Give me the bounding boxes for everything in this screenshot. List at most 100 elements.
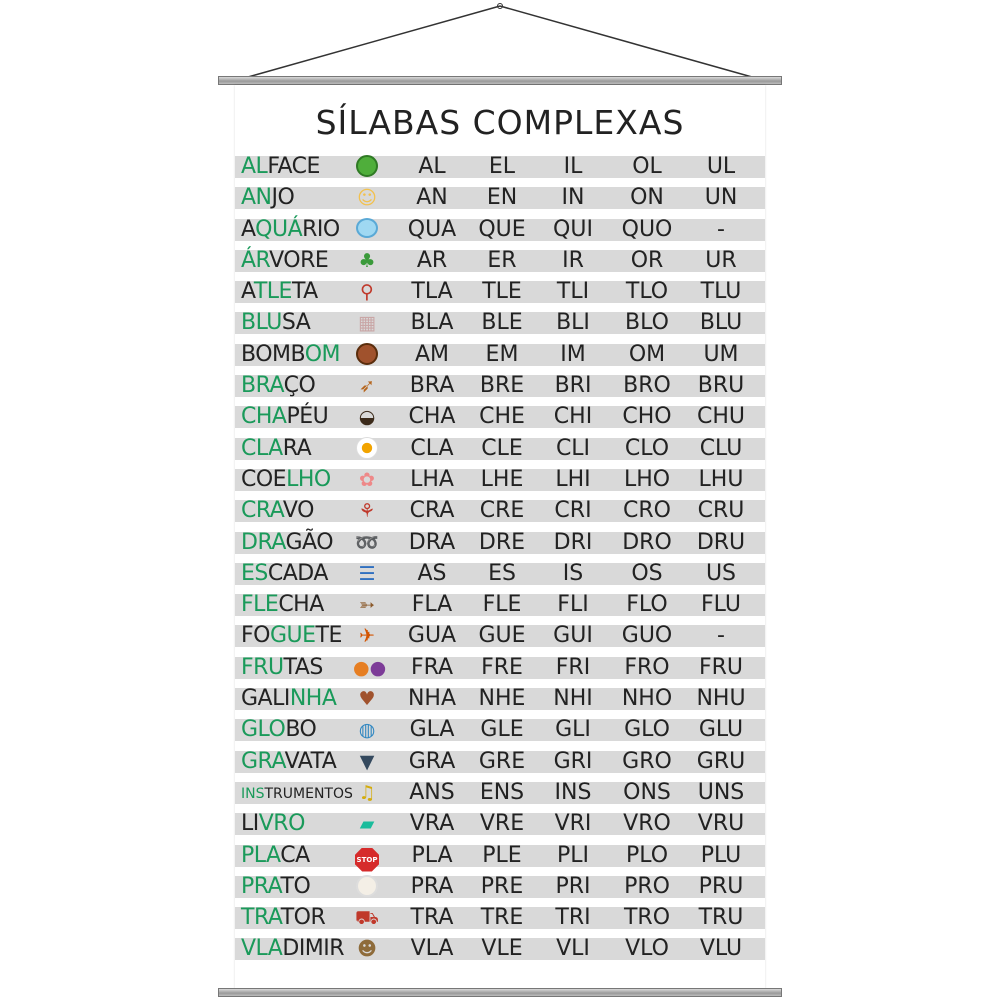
syllable-cell: FRO: [624, 654, 670, 680]
table-row: ATLETA ⚲ TLA TLE TLI TLO TLU: [235, 278, 765, 309]
example-word: GRAVATA: [241, 748, 337, 775]
tree-icon: ♣: [358, 249, 376, 272]
row-band: [235, 281, 765, 304]
syllable-cell: CRU: [697, 498, 745, 524]
syllable-cell: QUE: [478, 216, 526, 242]
syllable-cell: CRI: [554, 498, 592, 524]
table-row: CLARA CLA CLE CLI CLO CLU: [235, 435, 765, 466]
table-row: AQUÁRIO QUA QUE QUI QUO -: [235, 216, 765, 247]
word-part: LI: [241, 811, 259, 837]
table-row: INSTRUMENTOS ♫ ANS ENS INS ONS UNS: [235, 779, 765, 810]
row-band: [235, 249, 765, 272]
syllable-cell: VRE: [479, 811, 525, 837]
syllable-cell: ON: [630, 185, 664, 211]
syllable-cell: BLU: [699, 310, 743, 336]
bottom-rod: [218, 988, 782, 997]
syllable-cell: OM: [628, 341, 666, 367]
arm-icon: ➶: [359, 375, 375, 398]
poster: SÍLABAS COMPLEXAS ALFACE AL EL IL OL UL ANJO ☺ A…: [235, 85, 765, 989]
syllable-cell: BRI: [554, 373, 592, 399]
example-word: CLARA: [241, 435, 312, 462]
syllable-cell: AM: [414, 341, 450, 367]
highlighted-syllable: LHO: [286, 466, 331, 492]
word-part: DIMIR: [282, 936, 345, 962]
syllable-cell: FLU: [701, 592, 741, 618]
plate-icon: [353, 874, 381, 899]
example-word: FLECHA: [241, 592, 324, 618]
highlighted-syllable: VLA: [241, 936, 283, 962]
syllable-cell: PRU: [698, 873, 744, 899]
highlighted-syllable: TRA: [241, 905, 281, 931]
syllable-cell: NHU: [696, 686, 746, 712]
syllable-cell: CHO: [622, 404, 672, 430]
syllable-cell: BLE: [481, 310, 523, 336]
table-row: BOMBOM AM EM IM OM UM: [235, 341, 765, 372]
syllable-cell: GLE: [480, 717, 524, 743]
row-band: [235, 312, 765, 335]
highlighted-syllable: CLA: [241, 435, 283, 461]
example-word: DRAGÃO: [241, 529, 334, 556]
arrow-icon: ➳: [359, 594, 375, 617]
stop-sign-label: STOP: [355, 847, 379, 872]
syllable-cell: LHE: [480, 466, 524, 492]
table-row: ÁRVORE ♣ AR ER IR OR UR: [235, 247, 765, 278]
syllable-cell: DRE: [478, 529, 526, 555]
fruits-icon: ●●: [353, 656, 387, 679]
word-part: GALI: [241, 686, 290, 712]
syllable-cell: PLO: [625, 842, 669, 868]
syllable-cell: TLE: [482, 279, 522, 305]
example-word: TRATOR: [241, 905, 326, 931]
word-part: JO: [271, 185, 295, 211]
syllable-cell: GLI: [555, 717, 591, 743]
highlighted-syllable: ES: [241, 560, 268, 586]
book-icon: ▰: [359, 813, 375, 836]
syllable-cell: EN: [486, 185, 518, 211]
word-part: GÃO: [285, 529, 334, 555]
highlighted-syllable: PRA: [241, 873, 281, 899]
highlighted-syllable: GRA: [241, 748, 285, 774]
syllable-cell: FRU: [698, 654, 744, 680]
syllable-cell: BLO: [625, 310, 669, 336]
syllable-cell: GUO: [621, 623, 673, 649]
word-part: VATA: [284, 748, 337, 774]
table-row: FOGUETE ✈ GUA GUE GUI GUO -: [235, 622, 765, 653]
row-band: [235, 500, 765, 523]
syllable-cell: TLU: [700, 279, 742, 305]
highlighted-syllable: FRU: [241, 654, 284, 680]
syllable-cell: FRI: [555, 654, 591, 680]
row-band: [235, 656, 765, 679]
tie-icon: ▼: [359, 750, 375, 773]
syllable-cell: GLA: [409, 717, 455, 743]
syllable-cell: IN: [561, 185, 585, 211]
word-part: CADA: [267, 560, 329, 586]
syllable-cell: GRA: [408, 748, 456, 774]
word-part: FACE: [267, 154, 320, 179]
egg-icon: [353, 436, 381, 461]
word-part: BOMB: [241, 341, 305, 367]
syllable-cell: TRI: [555, 905, 591, 931]
syllable-cell: OR: [630, 247, 664, 273]
word-part: TRUMENTOS: [264, 785, 353, 802]
row-band: [235, 688, 765, 711]
word-part: A: [241, 279, 254, 305]
highlighted-syllable: NHA: [289, 686, 337, 712]
syllable-cell: BRA: [409, 373, 455, 399]
syllable-cell: UL: [706, 154, 736, 179]
highlighted-syllable: OM: [304, 341, 341, 367]
syllable-cell: FLI: [557, 592, 589, 618]
syllable-cell: TRO: [623, 905, 671, 931]
syllable-cell: TLO: [625, 279, 669, 305]
syllable-cell: UN: [704, 185, 738, 211]
table-row: DRAGÃO ➿ DRA DRE DRI DRO DRU: [235, 529, 765, 560]
syllable-cell: UR: [705, 247, 737, 273]
highlighted-syllable: GLO: [241, 717, 286, 743]
poster-title: SÍLABAS COMPLEXAS: [315, 103, 685, 142]
example-word: AQUÁRIO: [241, 217, 340, 243]
row-band: [235, 562, 765, 585]
highlighted-syllable: CRA: [241, 498, 283, 524]
aquarium-icon: [353, 217, 381, 242]
syllable-cell: PRI: [555, 873, 591, 899]
globe-icon: ◍: [358, 719, 376, 742]
syllable-cell: CLA: [410, 435, 454, 461]
syllable-cell: ER: [487, 247, 517, 273]
